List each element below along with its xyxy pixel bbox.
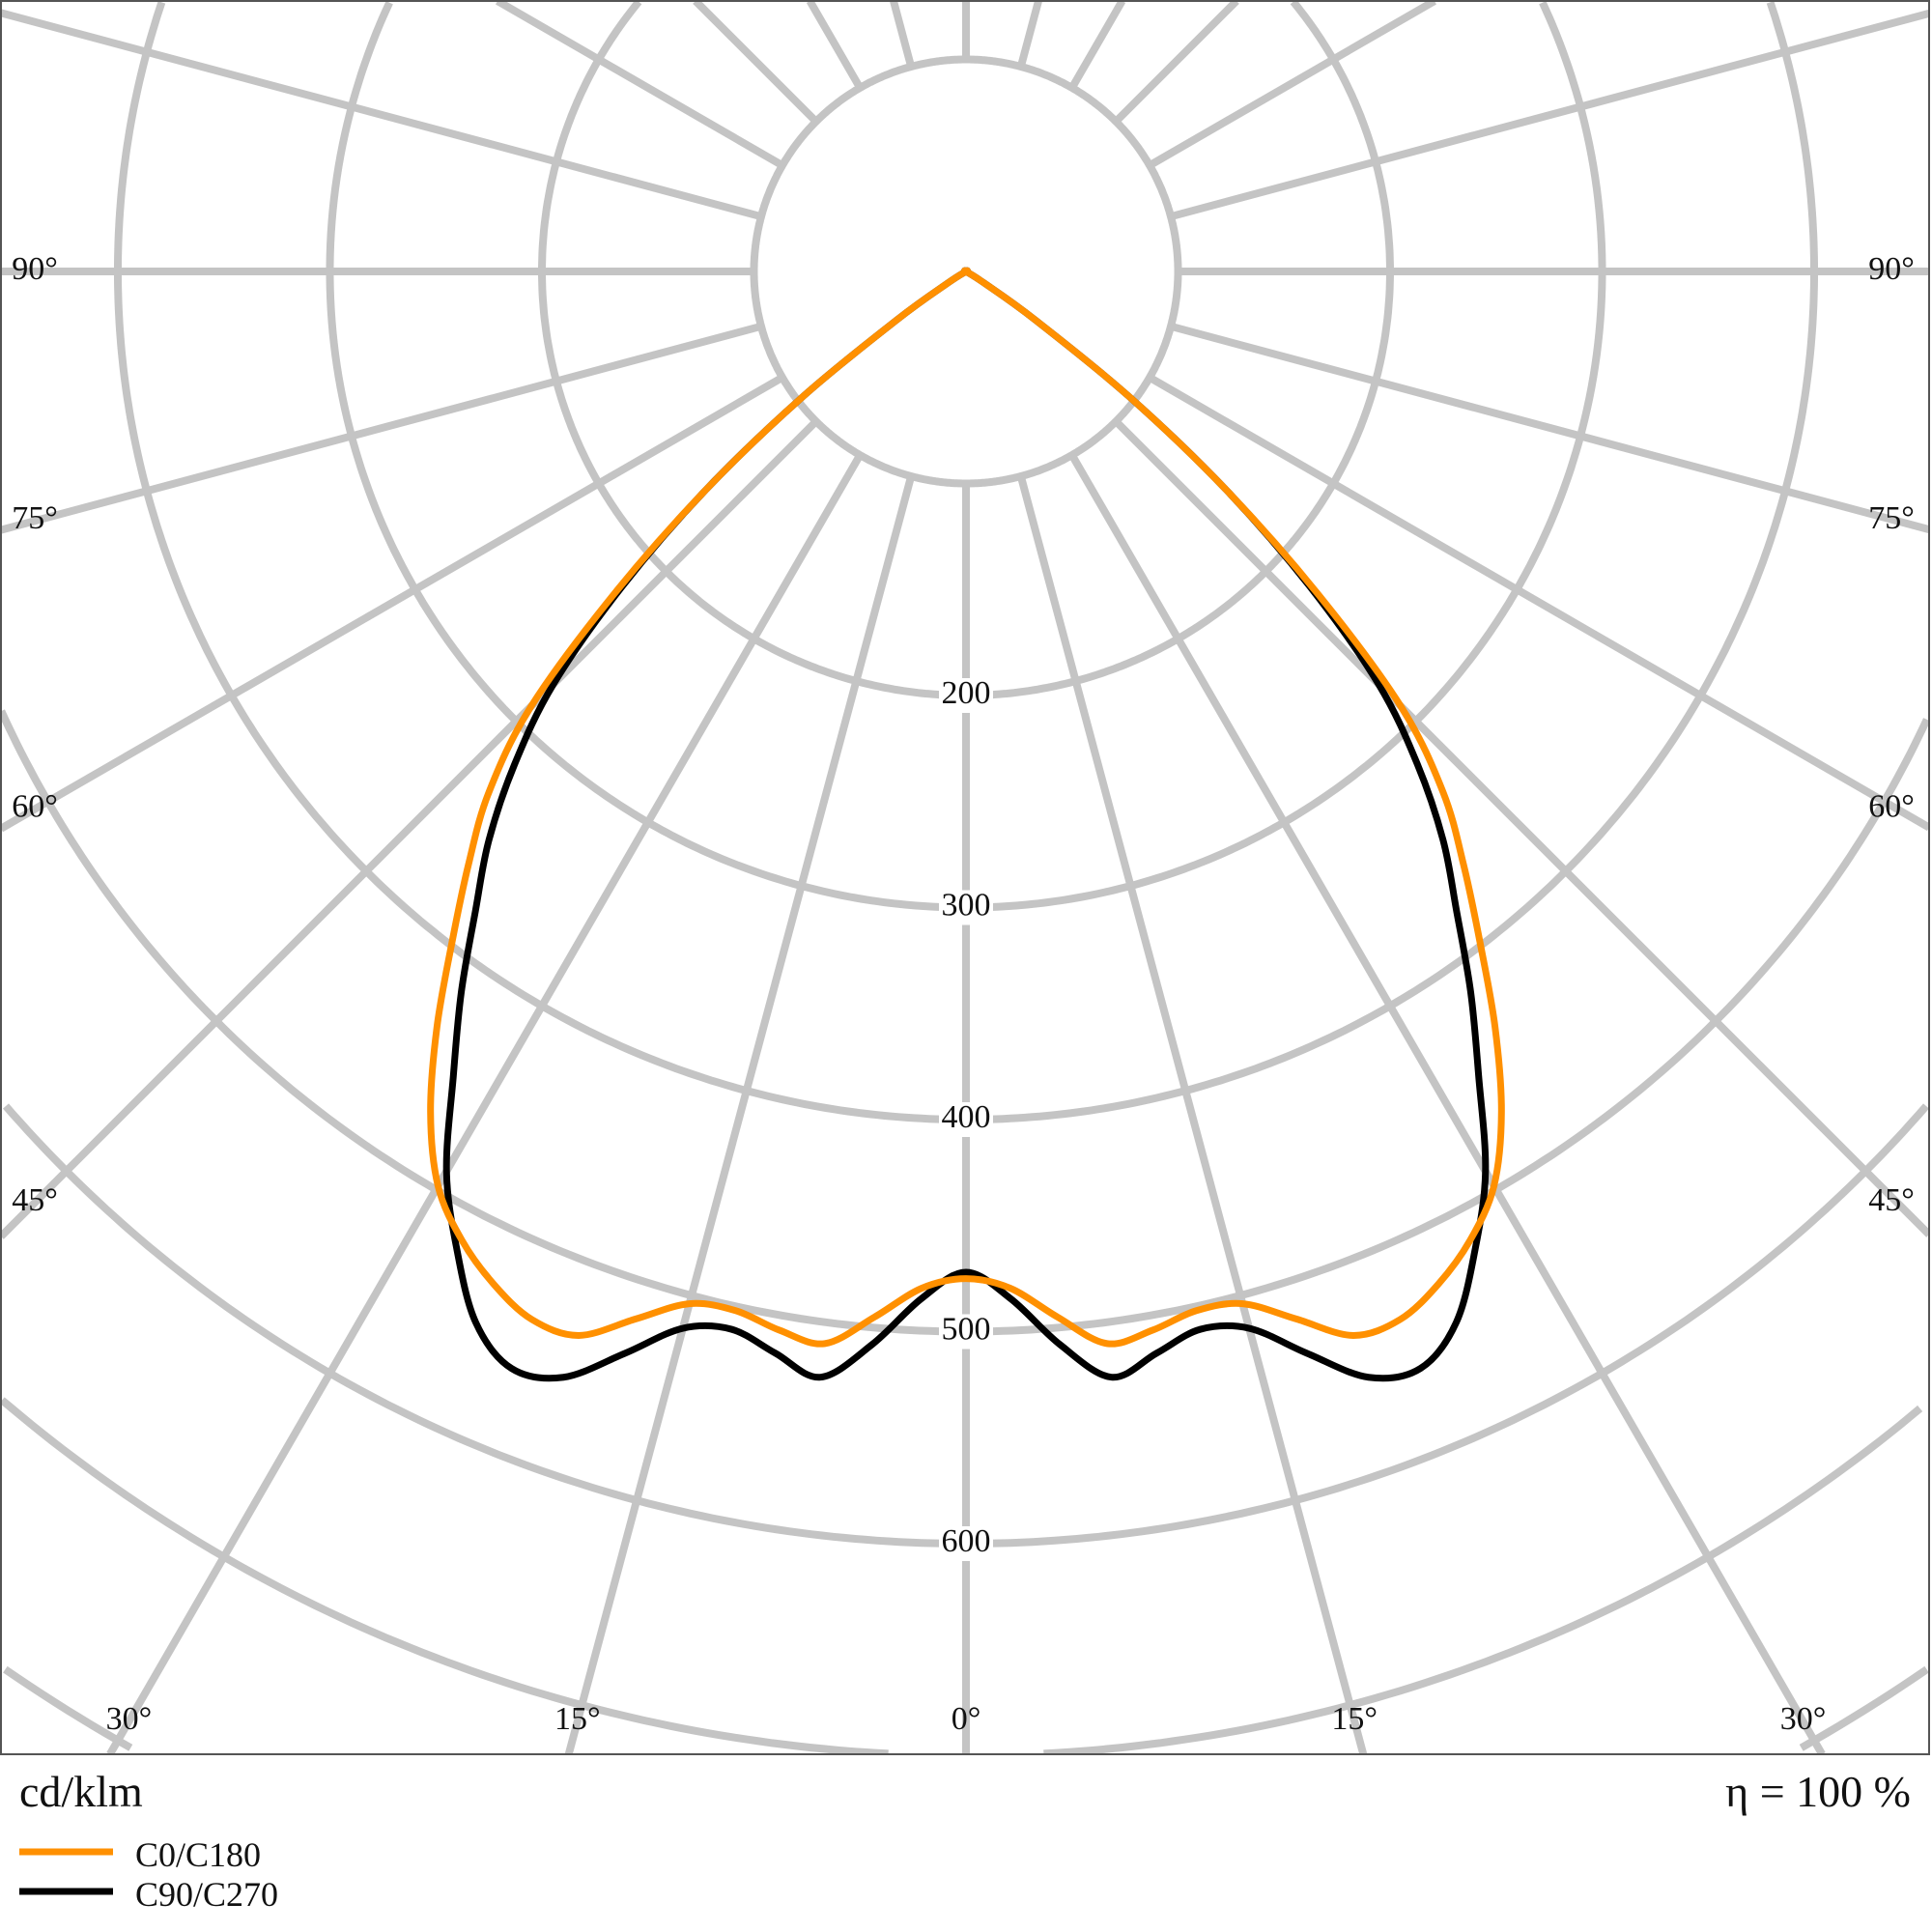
radial-gridline <box>890 1 916 69</box>
plot-frame <box>0 0 1930 1755</box>
circular-gridline <box>3 1665 1929 1751</box>
radial-gridline <box>1148 374 1929 832</box>
angle-label-bottom: 15° <box>554 1701 601 1737</box>
radial-gridline <box>806 1 864 90</box>
radial-gridline <box>1113 1 1239 125</box>
label-bg <box>939 1314 993 1350</box>
efficiency-label: η = 100 % <box>1725 1767 1911 1816</box>
angle-label-bottom: 15° <box>1331 1701 1378 1737</box>
circular-gridline <box>326 1 1606 912</box>
curve-c90-c270 <box>442 267 1490 1382</box>
angle-label-right: 90° <box>1868 251 1915 287</box>
radial-gridline <box>693 1 819 125</box>
radial-tick-label: 400 <box>942 1099 991 1135</box>
legend-label-c90-c270: C90/C270 <box>135 1875 278 1914</box>
radial-gridline <box>1016 1 1042 69</box>
circular-gridline <box>1 1397 1923 1754</box>
radial-tick-label: 500 <box>942 1311 991 1347</box>
curve-c0-c180 <box>427 267 1505 1348</box>
radial-gridline <box>496 1 784 169</box>
radial-tick-label: 300 <box>942 887 991 923</box>
radial-gridline <box>1 9 763 221</box>
radial-gridline <box>1 322 763 534</box>
angle-label-bottom: 0° <box>952 1701 981 1737</box>
circular-gridline <box>1 709 1929 1336</box>
angle-label-right: 75° <box>1868 500 1915 536</box>
radial-gridline <box>1113 418 1929 1237</box>
radial-gridline <box>1148 1 1436 169</box>
radial-gridline <box>564 474 916 1754</box>
radial-gridline <box>1068 1 1126 90</box>
angle-label-left: 90° <box>12 251 58 287</box>
circular-gridline <box>750 55 1182 488</box>
radial-gridline <box>1016 474 1368 1754</box>
label-bg <box>939 1102 993 1137</box>
axis-labels: 200 300 400 500 600 90° 90° 75° 75° 60° 60° 45° 45° 3… <box>12 251 1915 1737</box>
unit-label: cd/klm <box>19 1767 143 1816</box>
polar-grid <box>1 1 1929 1754</box>
angle-label-left: 75° <box>12 500 58 536</box>
angle-label-bottom: 30° <box>106 1701 153 1737</box>
radial-gridline <box>106 453 864 1754</box>
radial-gridline <box>1068 453 1826 1754</box>
label-bg <box>939 1526 993 1561</box>
radial-gridline <box>1 374 784 833</box>
circular-gridline <box>2 1103 1929 1548</box>
circular-gridline <box>538 1 1394 699</box>
angle-label-bottom: 30° <box>1780 1701 1827 1737</box>
curves <box>427 267 1505 1382</box>
angle-label-left: 60° <box>12 788 58 824</box>
angle-label-right: 45° <box>1868 1182 1915 1218</box>
radial-gridline <box>1169 9 1929 221</box>
radial-gridline <box>1 418 819 1239</box>
radial-tick-label: 200 <box>942 675 991 711</box>
legend: C0/C180 C90/C270 <box>19 1835 278 1914</box>
angle-label-right: 60° <box>1868 788 1915 824</box>
circular-gridline <box>114 1 1818 1123</box>
radial-gridline <box>1169 322 1929 534</box>
label-bg <box>939 890 993 925</box>
radial-tick-label: 600 <box>942 1523 991 1559</box>
label-bg <box>939 678 993 713</box>
angle-label-left: 45° <box>12 1182 58 1218</box>
legend-label-c0-c180: C0/C180 <box>135 1835 261 1874</box>
